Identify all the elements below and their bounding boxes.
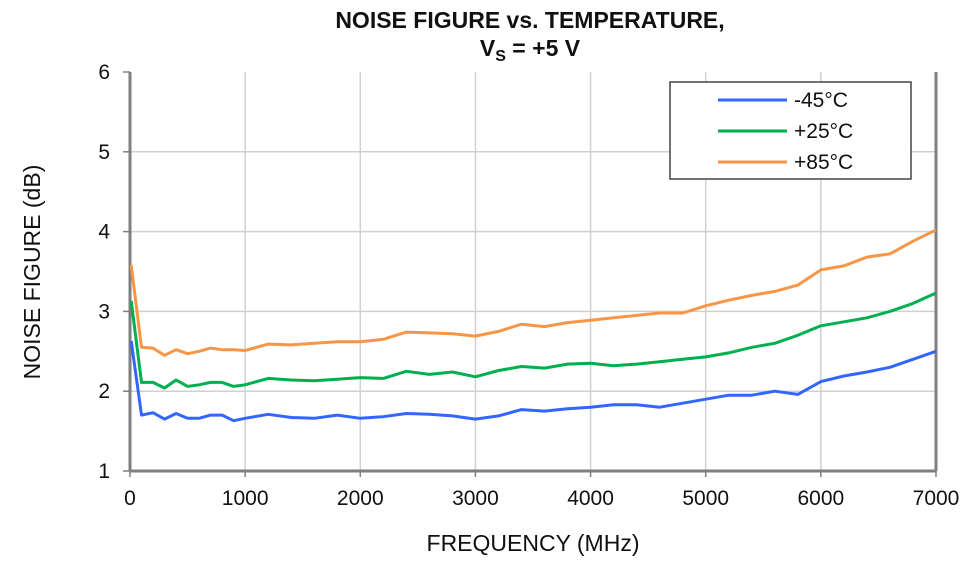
x-axis-label: FREQUENCY (MHz) [427,530,640,556]
legend-label-2: +85°C [794,151,853,174]
chart-title: NOISE FIGURE vs. TEMPERATURE, VS = +5 V [335,7,724,65]
x-tick-label: 5000 [682,487,729,510]
subtitle-subscript: S [495,48,506,65]
series-line-2 [129,228,937,357]
series-lines [129,228,937,423]
subtitle-prefix: V [480,35,496,61]
x-axis-ticks: 0 1000 2000 3000 4000 5000 6000 7000 [124,471,959,510]
series-line-1 [129,291,937,390]
y-tick-label: 4 [98,221,110,244]
y-axis-label: NOISE FIGURE (dB) [19,165,45,380]
y-tick-label: 5 [98,141,110,164]
axes [128,72,938,473]
y-tick-label: 6 [98,61,110,84]
chart-subtitle: VS = +5 V [480,35,581,65]
x-tick-label: 4000 [567,487,614,510]
y-tick-label: 2 [98,380,110,403]
legend-label-0: -45°C [794,89,848,112]
x-tick-label: 6000 [797,487,844,510]
y-tick-label: 1 [98,460,110,483]
legend-label-1: +25°C [794,120,853,143]
legend-box [669,81,912,180]
x-tick-label: 7000 [913,487,960,510]
x-tick-label: 0 [124,487,136,510]
y-axis-ticks: 1 2 3 4 5 6 [98,61,130,483]
series-line-0 [129,340,937,423]
legend: -45°C +25°C +85°C [669,81,912,180]
x-tick-label: 1000 [222,487,269,510]
chart-title-line1: NOISE FIGURE vs. TEMPERATURE, [335,7,724,33]
y-tick-label: 3 [98,300,110,323]
subtitle-suffix: = +5 V [506,35,581,61]
x-tick-label: 2000 [337,487,384,510]
x-tick-label: 3000 [452,487,499,510]
